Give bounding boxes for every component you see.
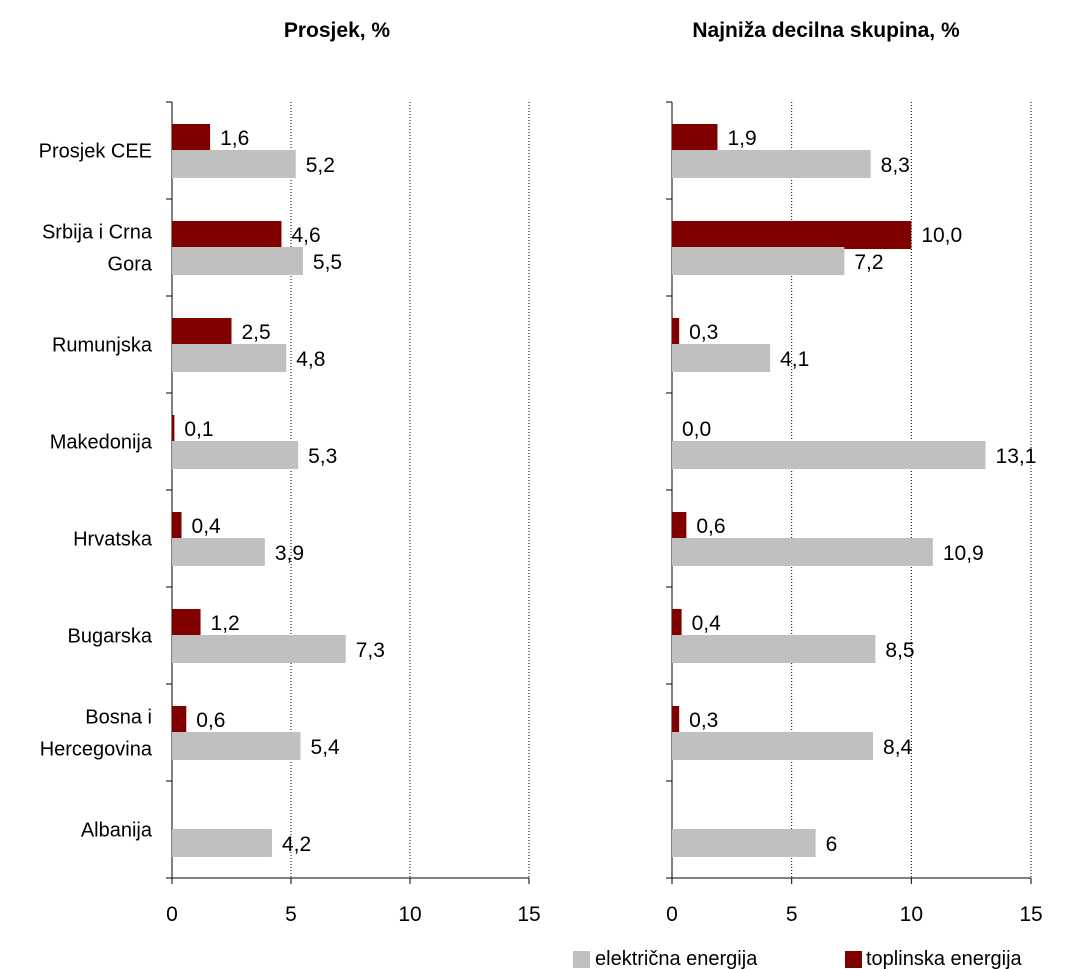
data-label-elektricna: 13,1 [996,445,1037,468]
x-tick-label: 15 [1019,903,1042,926]
data-label-elektricna: 10,9 [943,542,984,565]
data-label-elektricna: 7,2 [854,251,883,274]
data-label-elektricna: 5,5 [313,251,342,274]
bar-toplinska-5 [172,512,182,540]
category-label: Srbija i Crna [42,222,153,244]
data-label-toplinska: 1,9 [727,127,756,150]
bar-toplinska-6 [672,609,682,637]
category-label: Bosna i [85,707,152,729]
data-label-elektricna: 5,3 [308,445,337,468]
panel-title-2: Najniža decilna skupina, % [692,19,960,42]
x-tick-label: 10 [900,903,923,926]
bar-elektricna-5 [672,538,933,566]
bar-toplinska-4 [172,415,175,443]
bar-toplinska-1 [672,124,718,152]
bar-elektricna-5 [172,538,265,566]
category-label: Hercegovina [40,739,153,761]
data-label-toplinska: 0,4 [192,515,222,538]
bar-elektricna-2 [172,247,303,275]
bar-elektricna-1 [672,150,871,178]
x-tick-label: 5 [285,903,297,926]
bar-elektricna-8 [172,829,272,857]
data-label-elektricna: 7,3 [356,639,385,662]
bar-elektricna-8 [672,829,816,857]
category-label: Gora [108,254,153,276]
category-label: Albanija [81,820,153,842]
legend-label-toplinska: toplinska energija [866,948,1023,969]
panel-title-1: Prosjek, % [284,19,391,42]
data-label-toplinska: 2,5 [242,321,271,344]
category-label: Rumunjska [52,335,153,357]
bar-elektricna-7 [672,732,874,760]
data-label-elektricna: 4,1 [780,348,809,371]
data-label-toplinska: 1,2 [211,612,240,635]
data-label-elektricna: 3,9 [275,542,304,565]
data-label-toplinska: 4,6 [291,224,320,247]
bar-toplinska-7 [672,706,680,734]
data-label-toplinska: 0,1 [184,418,213,441]
data-label-toplinska: 0,3 [689,709,718,732]
x-tick-label: 15 [517,903,540,926]
bar-toplinska-2 [172,221,282,249]
bar-elektricna-7 [172,732,301,760]
data-label-toplinska: 0,6 [696,515,725,538]
bar-elektricna-1 [172,150,296,178]
bar-elektricna-3 [672,344,771,372]
bar-elektricna-6 [172,635,346,663]
bar-elektricna-4 [672,441,986,469]
data-label-elektricna: 4,8 [296,348,325,371]
bar-toplinska-7 [172,706,187,734]
data-label-elektricna: 5,4 [311,736,341,759]
data-label-toplinska: 10,0 [921,224,962,247]
data-label-toplinska: 0,4 [692,612,722,635]
bar-elektricna-4 [172,441,299,469]
data-label-elektricna: 4,2 [282,833,311,856]
bar-toplinska-3 [172,318,232,346]
bar-toplinska-1 [172,124,211,152]
legend-swatch-toplinska [845,951,862,968]
category-label: Prosjek CEE [39,141,152,163]
category-label: Bugarska [68,626,153,648]
bar-toplinska-3 [672,318,680,346]
data-label-elektricna: 8,4 [883,736,913,759]
data-label-elektricna: 5,2 [306,154,335,177]
data-label-elektricna: 6 [826,833,838,856]
bar-toplinska-5 [672,512,687,540]
bar-toplinska-6 [172,609,201,637]
data-label-elektricna: 8,5 [885,639,914,662]
x-tick-label: 0 [666,903,678,926]
x-tick-label: 0 [166,903,178,926]
bar-elektricna-2 [672,247,845,275]
bar-toplinska-2 [672,221,912,249]
data-label-toplinska: 0,3 [689,321,718,344]
data-label-toplinska: 0,0 [682,418,711,441]
x-tick-label: 10 [398,903,421,926]
data-label-toplinska: 1,6 [220,127,249,150]
category-label: Makedonija [50,432,153,454]
category-label: Hrvatska [73,529,153,551]
data-label-toplinska: 0,6 [196,709,225,732]
x-tick-label: 5 [786,903,798,926]
legend-swatch-elektricna [573,951,590,968]
data-label-elektricna: 8,3 [881,154,910,177]
bar-elektricna-6 [672,635,876,663]
legend-label-elektricna: električna energija [595,948,758,969]
bar-elektricna-3 [172,344,287,372]
